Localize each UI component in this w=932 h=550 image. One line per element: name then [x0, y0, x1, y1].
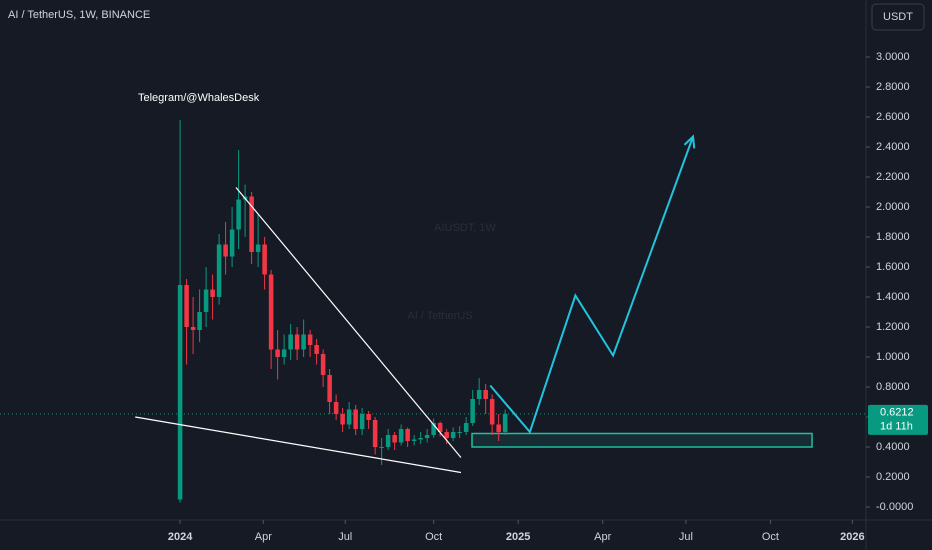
- candle-body: [379, 446, 384, 448]
- candle-body: [288, 334, 293, 350]
- candle-body: [385, 434, 391, 447]
- candle-body: [236, 199, 241, 230]
- x-tick-label: 2024: [168, 531, 193, 543]
- candle-body: [320, 353, 326, 375]
- currency-button[interactable]: [871, 3, 925, 31]
- watermark: AIUSDT, 1W: [434, 222, 496, 234]
- y-tick-label: 0.2000: [876, 471, 910, 483]
- candle-body: [392, 434, 397, 443]
- y-tick-label: 1.6000: [876, 261, 910, 273]
- candle-body: [424, 434, 430, 438]
- zone: [471, 432, 813, 448]
- y-tick-label: 0.4000: [876, 441, 910, 453]
- currency-label[interactable]: USDT: [883, 11, 913, 23]
- arrow-head: [683, 134, 696, 149]
- candle-body: [184, 284, 189, 327]
- candle-body: [353, 409, 358, 429]
- candle-body: [346, 409, 352, 425]
- candle-body: [405, 428, 410, 441]
- candle-body: [190, 326, 196, 330]
- y-tick-label: 2.2000: [876, 171, 910, 183]
- candle-body: [268, 274, 274, 350]
- candle-body: [418, 437, 423, 440]
- candle-body: [437, 422, 443, 432]
- candle-body: [463, 422, 469, 432]
- candle-body: [327, 374, 332, 402]
- candle-body: [275, 349, 280, 357]
- candle-body: [307, 334, 313, 345]
- x-tick-label: Apr: [255, 531, 272, 543]
- candle-body: [398, 428, 404, 443]
- annotation: Telegram/@WhalesDesk: [138, 92, 260, 104]
- y-tick-label: -0.0000: [876, 501, 913, 513]
- candle-body: [203, 289, 209, 312]
- price-countdown: 1d 11h: [880, 421, 913, 433]
- candle-body: [489, 398, 495, 425]
- price-tag-label: 0.6212: [880, 407, 914, 419]
- candle-body: [457, 431, 462, 433]
- candle-body: [262, 244, 267, 275]
- candle-body: [314, 344, 319, 354]
- candle-body: [333, 401, 339, 414]
- y-tick-label: 2.0000: [876, 201, 910, 213]
- y-tick-label: 3.0000: [876, 51, 910, 63]
- candle-body: [496, 424, 501, 432]
- candle-body: [255, 244, 261, 252]
- y-tick-label: 1.0000: [876, 351, 910, 363]
- drawing-line: [135, 416, 462, 474]
- candle-body: [216, 244, 222, 297]
- price-tag: [868, 404, 928, 435]
- y-tick-label: 0.8000: [876, 381, 910, 393]
- watermark-subtitle: AI / TetherUS: [407, 310, 472, 322]
- drawing-line: [235, 187, 462, 458]
- y-tick-label: 2.6000: [876, 111, 910, 123]
- candle-body: [229, 229, 235, 257]
- candle-body: [294, 334, 300, 350]
- x-tick-label: Oct: [762, 531, 779, 543]
- candle-body: [177, 284, 183, 500]
- candle-body: [483, 389, 488, 399]
- x-tick-label: 2026: [840, 531, 864, 543]
- candle-body: [366, 413, 371, 420]
- y-tick-label: 2.4000: [876, 141, 910, 153]
- x-tick-label: Jul: [679, 531, 693, 543]
- candle-body: [359, 413, 365, 429]
- drawing-line: [489, 136, 694, 434]
- x-tick-label: 2025: [506, 531, 530, 543]
- candle-body: [249, 196, 254, 252]
- candle-body: [223, 244, 228, 257]
- x-tick-label: Apr: [594, 531, 611, 543]
- candle-body: [340, 413, 345, 425]
- candle-body: [372, 419, 378, 447]
- candle-body: [502, 413, 508, 432]
- y-tick-label: 1.4000: [876, 291, 910, 303]
- candle-body: [301, 334, 306, 350]
- x-tick-label: Jul: [338, 531, 352, 543]
- candle-body: [470, 398, 475, 423]
- candle-body: [444, 431, 449, 438]
- candle-body: [197, 311, 202, 330]
- candle-body: [411, 439, 417, 441]
- candle-body: [210, 289, 215, 297]
- candle-body: [431, 422, 436, 435]
- candle-body: [476, 389, 482, 399]
- y-tick-label: 1.8000: [876, 231, 910, 243]
- y-tick-label: 1.2000: [876, 321, 910, 333]
- candle-body: [281, 349, 287, 357]
- y-tick-label: 2.8000: [876, 81, 910, 93]
- candle-body: [450, 431, 456, 438]
- x-tick-label: Oct: [425, 531, 442, 543]
- chart-title: AI / TetherUS, 1W, BINANCE: [8, 9, 150, 21]
